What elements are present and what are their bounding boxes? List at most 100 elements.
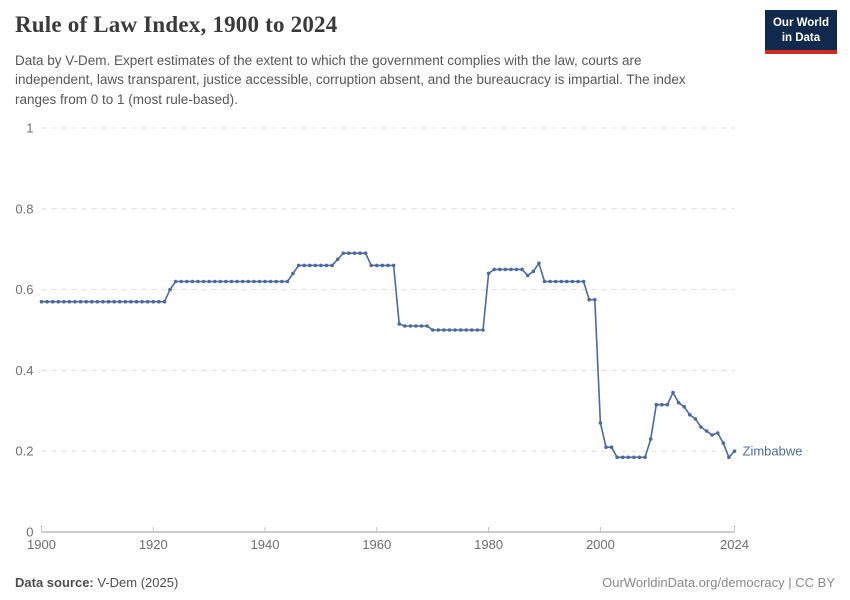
data-point [84, 299, 88, 304]
data-point [732, 449, 737, 454]
data-point [252, 279, 256, 284]
y-tick-label: 0 [26, 525, 33, 540]
data-point [514, 267, 519, 272]
x-tick-label: 1920 [139, 537, 168, 552]
data-point [173, 279, 178, 284]
data-point [559, 279, 564, 284]
data-point [715, 431, 720, 435]
data-point [626, 455, 631, 460]
data-point [45, 299, 49, 304]
owid-logo-line1: Our World [772, 17, 829, 29]
data-point [553, 279, 558, 284]
data-point [548, 279, 552, 284]
data-point [213, 279, 217, 284]
data-point [699, 425, 703, 429]
data-point [62, 299, 66, 304]
y-tick-label: 0.4 [15, 363, 33, 378]
data-point [274, 279, 279, 284]
data-point [263, 279, 267, 284]
data-point [542, 279, 547, 284]
data-point [447, 328, 452, 332]
data-point [464, 328, 469, 332]
entity-label[interactable]: Zimbabwe [743, 444, 803, 459]
chart-subtitle: Data by V-Dem. Expert estimates of the e… [15, 53, 686, 107]
data-source-value: V-Dem (2025) [93, 575, 179, 590]
data-point [268, 279, 273, 284]
data-point [453, 328, 457, 332]
x-tick-label: 1900 [27, 537, 56, 552]
data-point [637, 455, 642, 460]
data-point [90, 299, 94, 304]
data-point [537, 261, 541, 266]
data-point [296, 263, 301, 268]
x-tick-label: 2000 [586, 537, 615, 552]
data-point [308, 263, 312, 268]
data-point [660, 402, 664, 407]
data-point [475, 328, 480, 332]
footer-link[interactable]: OurWorldinData.org/democracy | CC BY [602, 575, 835, 590]
data-point [375, 263, 379, 268]
data-point [587, 297, 591, 302]
data-point [721, 441, 726, 445]
data-point [145, 299, 150, 304]
data-point [604, 445, 608, 450]
data-point [285, 279, 290, 284]
data-point [369, 263, 374, 268]
owid-logo-line2: in Data [781, 31, 821, 44]
data-point [341, 251, 346, 255]
chart-line [41, 252, 736, 459]
data-point [140, 299, 144, 304]
x-tick-label: 2024 [720, 537, 749, 552]
data-point [391, 263, 396, 268]
data-point [682, 405, 686, 409]
data-point [380, 263, 385, 268]
data-point [229, 279, 234, 284]
data-point [313, 263, 318, 268]
data-point [235, 279, 239, 284]
x-tick-label: 1960 [362, 537, 391, 552]
data-point [643, 455, 647, 460]
data-point [78, 299, 83, 304]
data-point [481, 328, 485, 332]
data-point [665, 402, 670, 407]
data-point [688, 413, 692, 417]
y-tick-label: 1 [26, 121, 33, 136]
data-point [503, 267, 508, 272]
data-point [50, 299, 55, 304]
data-point [347, 251, 351, 255]
data-point [56, 299, 61, 304]
data-point [520, 267, 524, 272]
data-point [240, 279, 245, 284]
data-point [531, 269, 536, 274]
data-point [129, 299, 133, 304]
data-point [593, 297, 597, 302]
data-point [151, 299, 156, 304]
data-point [598, 421, 603, 425]
data-point [280, 279, 284, 284]
data-point [363, 251, 368, 255]
data-point [620, 455, 625, 460]
data-point [386, 263, 390, 268]
data-point [157, 299, 161, 304]
data-point [185, 279, 189, 284]
data-point [654, 402, 659, 407]
data-point [509, 267, 513, 272]
data-point [671, 390, 675, 395]
data-point [576, 279, 580, 284]
data-point [257, 279, 262, 284]
x-tick-label: 1980 [474, 537, 503, 552]
data-point [162, 299, 167, 304]
data-point [704, 429, 709, 433]
data-point [442, 328, 446, 332]
data-point [693, 417, 698, 421]
data-point [710, 433, 714, 437]
data-point [436, 328, 441, 332]
data-point [112, 299, 116, 304]
data-point [73, 299, 77, 304]
page-title: Rule of Law Index, 1900 to 2024 [15, 12, 338, 37]
data-point [486, 271, 491, 276]
owid-logo[interactable]: Our World in Data [764, 10, 837, 54]
